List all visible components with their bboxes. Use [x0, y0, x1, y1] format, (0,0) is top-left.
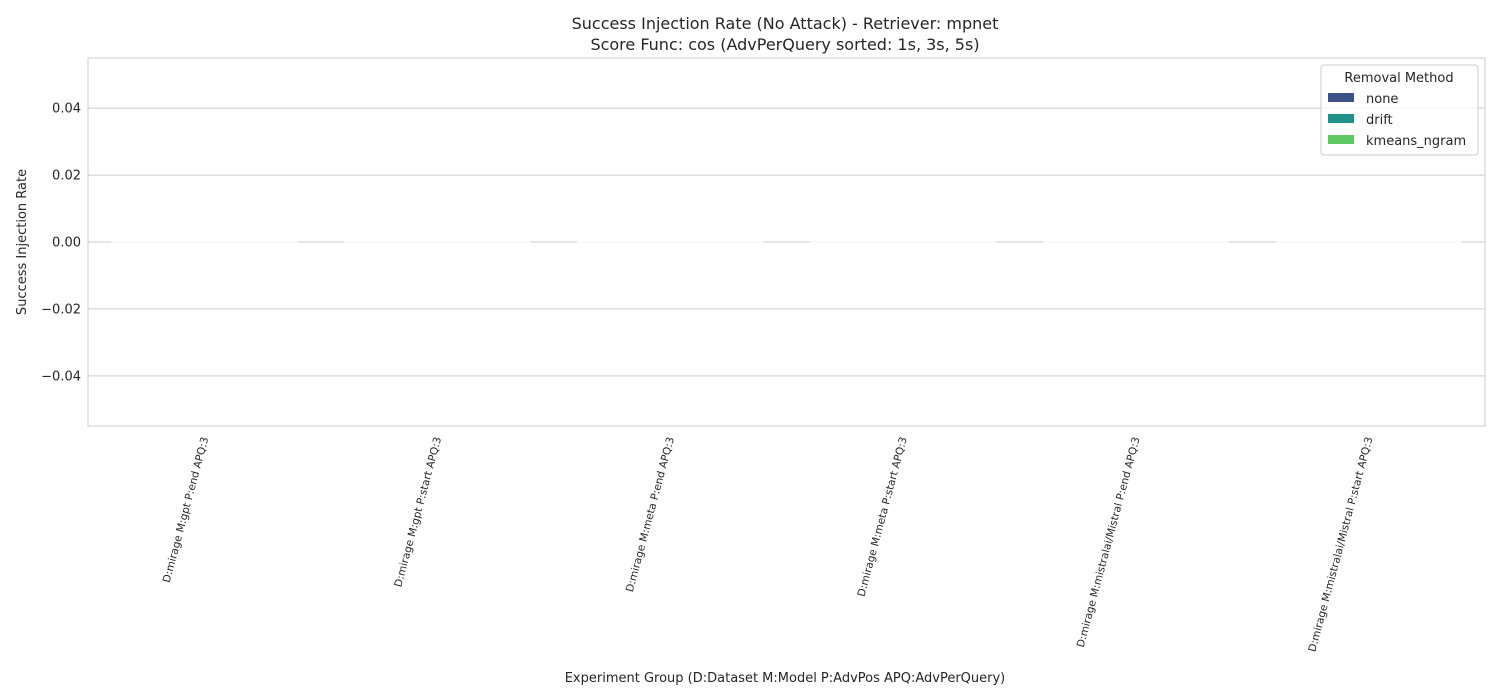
x-axis-label: Experiment Group (D:Dataset M:Model P:Ad… [565, 671, 1006, 686]
bar-drift [639, 241, 702, 243]
legend-swatch-drift [1328, 114, 1354, 123]
bar-drift [406, 241, 469, 243]
bar-kmeans_ngram [235, 241, 298, 243]
y-axis: 0.04 0.02 0.00 −0.02 −0.04 [41, 102, 81, 385]
bar-none [111, 241, 174, 243]
x-tick-label: D:mirage M:mistralai/Mistral P:end APQ:3 [1075, 436, 1143, 649]
bar-kmeans_ngram [1399, 241, 1462, 243]
bar-kmeans_ngram [701, 241, 764, 243]
plot-frame [87, 57, 1486, 427]
bar-kmeans_ngram [933, 241, 997, 243]
y-tick-label: 0.02 [52, 169, 81, 184]
y-axis-label: Success Injection Rate [15, 169, 30, 315]
legend-label-drift: drift [1366, 113, 1393, 128]
bar-none [1042, 241, 1105, 243]
bar-none [1275, 241, 1338, 243]
bar-drift [1337, 241, 1400, 243]
legend: Removal Method none drift kmeans_ngram [1320, 64, 1479, 156]
bar-drift [1104, 241, 1167, 243]
y-tick-label: −0.04 [41, 369, 81, 384]
bar-none [576, 241, 640, 243]
x-tick-label: D:mirage M:gpt P:start APQ:3 [392, 436, 444, 589]
chart-title: Success Injection Rate (No Attack) - Ret… [572, 14, 999, 33]
bar-none [344, 241, 407, 243]
y-tick-label: 0.04 [52, 102, 81, 117]
x-axis: D:mirage M:gpt P:end APQ:3 D:mirage M:gpt… [161, 436, 1376, 654]
bars [111, 241, 1462, 243]
legend-swatch-none [1328, 93, 1354, 102]
grid [88, 107, 1485, 377]
y-tick-label: −0.02 [41, 302, 81, 317]
chart-subtitle: Score Func: cos (AdvPerQuery sorted: 1s,… [590, 35, 979, 54]
legend-label-none: none [1366, 92, 1398, 107]
legend-swatch-kmeans_ngram [1328, 135, 1354, 144]
x-tick-label: D:mirage M:mistralai/Mistral P:start APQ… [1306, 436, 1375, 654]
x-tick-label: D:mirage M:meta P:start APQ:3 [856, 436, 910, 598]
legend-title: Removal Method [1344, 71, 1453, 86]
bar-kmeans_ngram [468, 241, 531, 243]
y-tick-label: 0.00 [52, 236, 81, 251]
bar-kmeans_ngram [1166, 241, 1229, 243]
bar-drift [871, 241, 934, 243]
x-tick-label: D:mirage M:meta P:end APQ:3 [624, 436, 677, 594]
bar-drift [173, 241, 236, 243]
bar-none [809, 241, 872, 243]
legend-box [1320, 64, 1479, 156]
legend-label-kmeans_ngram: kmeans_ngram [1366, 134, 1466, 149]
x-tick-label: D:mirage M:gpt P:end APQ:3 [161, 436, 212, 584]
